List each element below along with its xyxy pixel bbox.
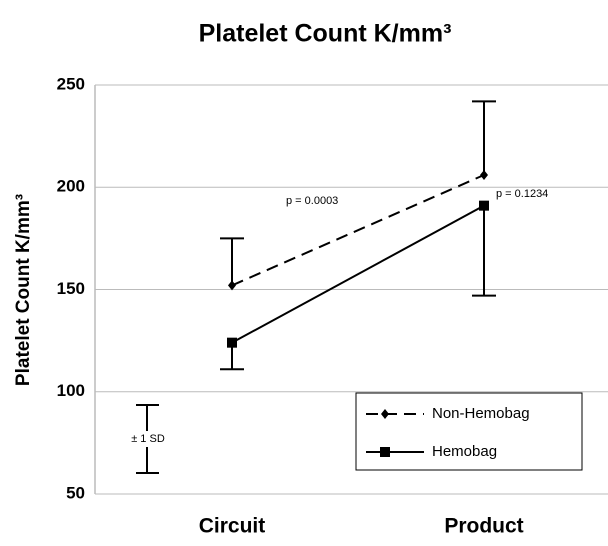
annotation: p = 0.0003 — [286, 195, 338, 207]
point — [479, 200, 489, 211]
annotation: p = 0.1234 — [496, 188, 548, 200]
series-line — [231, 174, 485, 287]
sd-key-label: ± 1 SD — [131, 433, 165, 445]
legend-marker — [381, 409, 389, 419]
point — [480, 169, 488, 180]
x-tick-label: Product — [444, 515, 523, 538]
y-axis-label: Platelet Count K/mm³ — [13, 194, 34, 386]
y-tick-label: 250 — [57, 74, 85, 93]
y-tick-label: 200 — [57, 177, 85, 196]
point — [228, 280, 236, 291]
y-tick-label: 50 — [66, 483, 85, 502]
y-tick-label: 100 — [57, 381, 85, 400]
chart-title: Platelet Count K/mm³ — [199, 20, 452, 48]
y-tick-label: 150 — [57, 279, 85, 298]
sd-key-bg — [120, 431, 176, 447]
legend-label: Non-Hemobag — [432, 405, 530, 422]
point — [227, 337, 237, 348]
legend — [355, 392, 583, 471]
x-tick-label: Circuit — [199, 515, 266, 538]
legend-marker — [380, 447, 390, 457]
series-line — [231, 204, 485, 344]
sd-key — [120, 404, 176, 474]
legend-label: Hemobag — [432, 443, 497, 460]
